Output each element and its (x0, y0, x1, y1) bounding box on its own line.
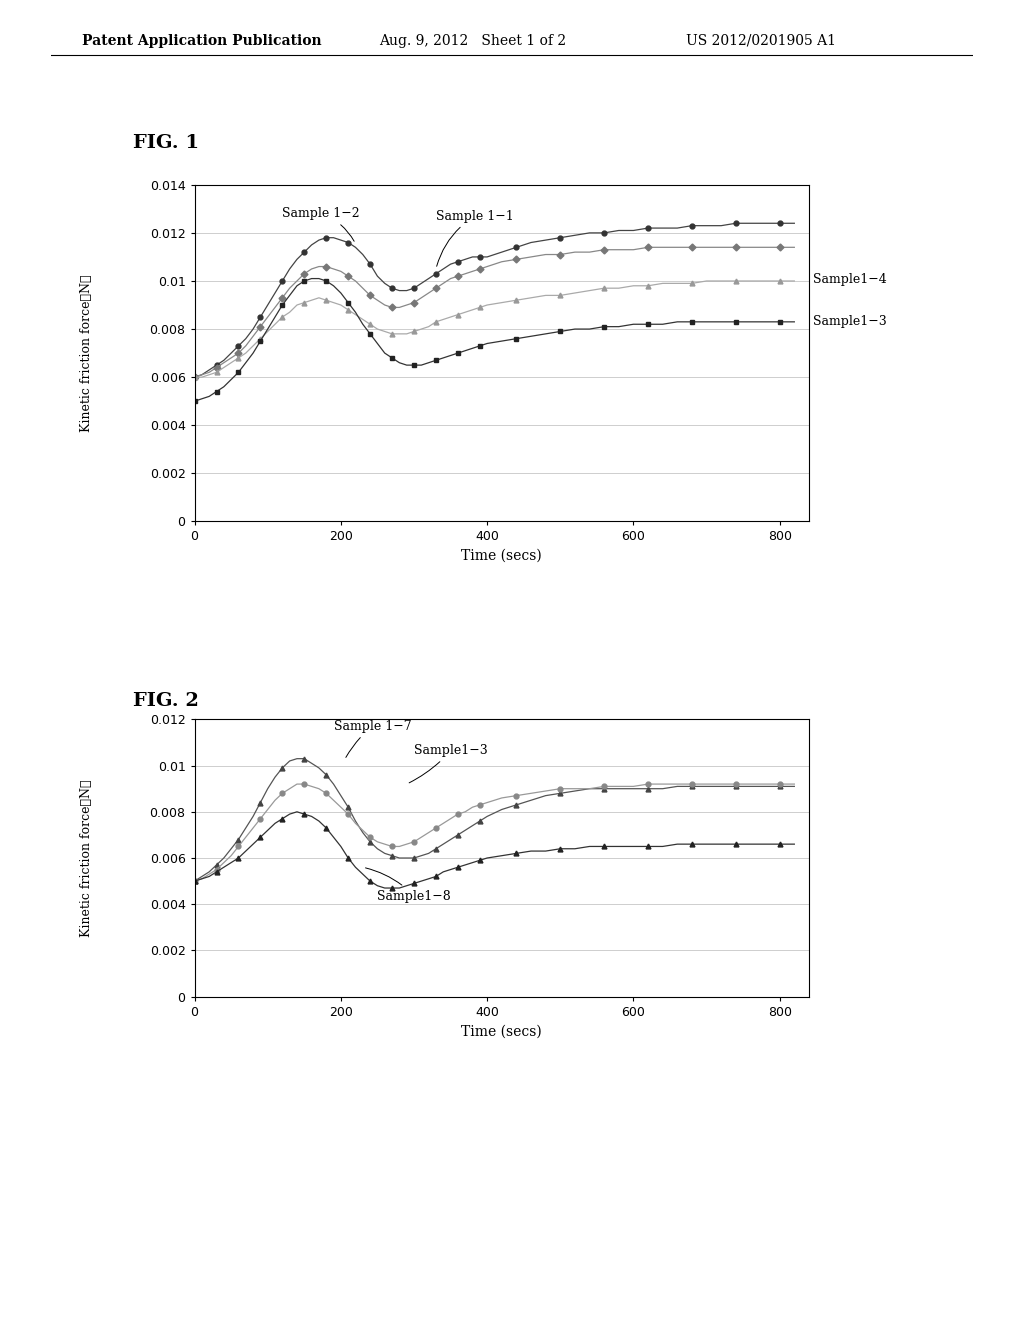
Text: Sample 1−2: Sample 1−2 (283, 207, 360, 242)
Y-axis label: Kinetic friction force（N）: Kinetic friction force（N） (80, 779, 93, 937)
Text: Sample 1−1: Sample 1−1 (436, 210, 514, 267)
Text: Aug. 9, 2012   Sheet 1 of 2: Aug. 9, 2012 Sheet 1 of 2 (379, 34, 566, 48)
Text: FIG. 2: FIG. 2 (133, 692, 199, 710)
Text: Patent Application Publication: Patent Application Publication (82, 34, 322, 48)
Text: Sample 1−7: Sample 1−7 (334, 719, 412, 758)
Text: Sample1−3: Sample1−3 (813, 315, 887, 329)
Text: FIG. 1: FIG. 1 (133, 133, 200, 152)
Y-axis label: Kinetic friction force（N）: Kinetic friction force（N） (80, 275, 93, 432)
X-axis label: Time (secs): Time (secs) (462, 1024, 542, 1039)
Text: Sample1−3: Sample1−3 (410, 744, 487, 783)
Text: US 2012/0201905 A1: US 2012/0201905 A1 (686, 34, 836, 48)
Text: Sample1−8: Sample1−8 (366, 867, 452, 903)
X-axis label: Time (secs): Time (secs) (462, 549, 542, 564)
Text: Sample1−4: Sample1−4 (813, 273, 887, 286)
